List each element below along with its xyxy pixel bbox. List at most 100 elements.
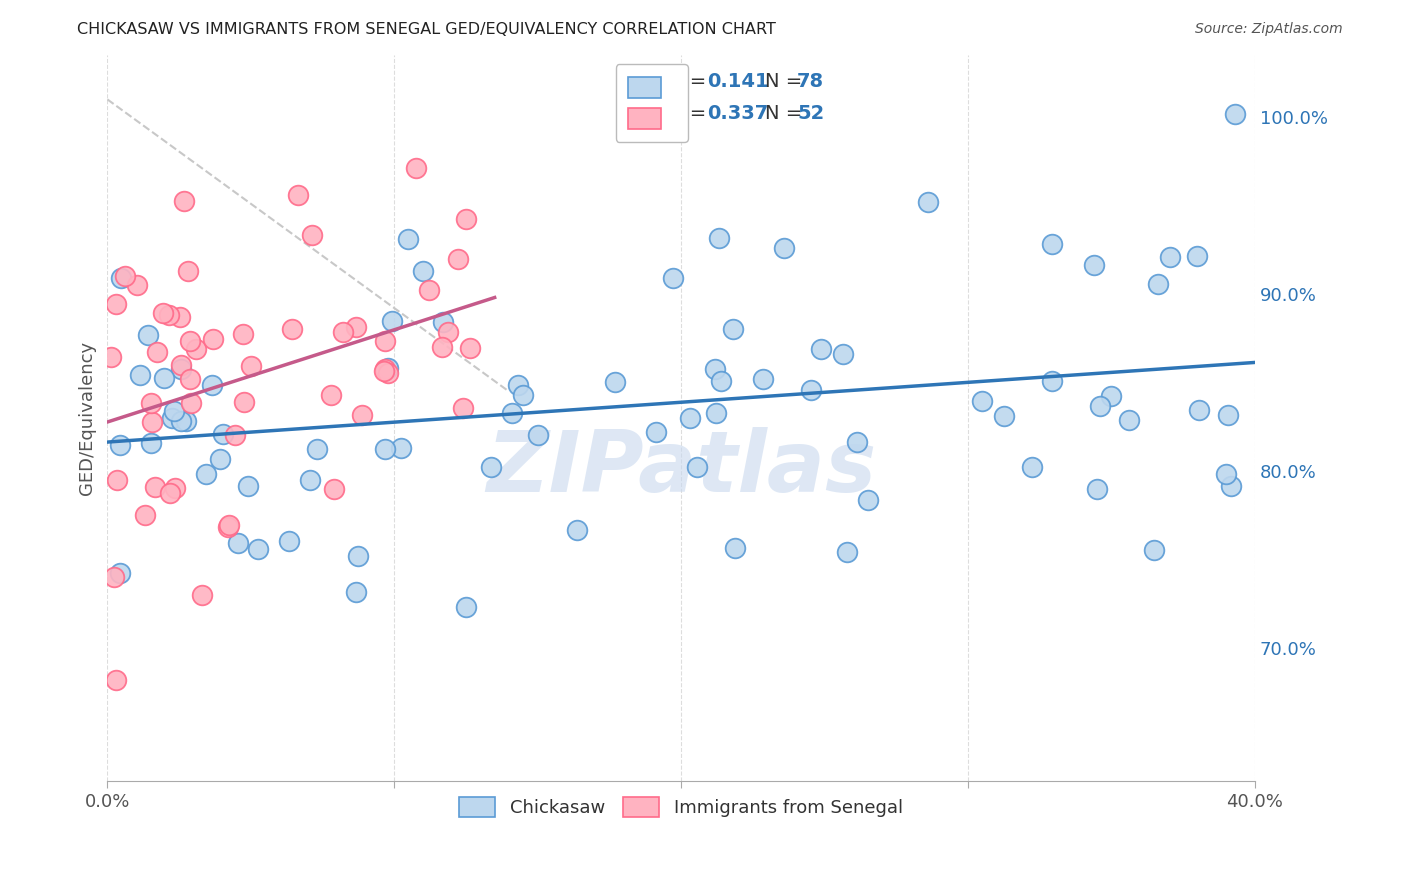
Point [1021, 459, 1043, 474]
Text: 52: 52 [797, 103, 824, 123]
Text: N =: N = [765, 72, 808, 92]
Text: N =: N = [765, 103, 808, 123]
Text: ZIPatlas: ZIPatlas [486, 427, 876, 510]
Point [917, 194, 939, 209]
Point [169, 310, 191, 324]
Point [374, 362, 396, 376]
Point [232, 326, 254, 341]
Point [1083, 258, 1105, 272]
Point [114, 268, 136, 283]
Point [160, 411, 183, 425]
Point [139, 435, 162, 450]
Point [110, 566, 132, 581]
Point [152, 371, 174, 385]
Legend: Chickasaw, Immigrants from Senegal: Chickasaw, Immigrants from Senegal [450, 788, 912, 826]
Point [332, 326, 354, 340]
Point [432, 315, 454, 329]
Point [104, 673, 127, 687]
Point [100, 350, 122, 364]
Point [1146, 277, 1168, 291]
Point [1040, 237, 1063, 252]
Point [346, 549, 368, 563]
Point [179, 334, 201, 348]
Point [218, 517, 240, 532]
Point [226, 536, 249, 550]
Point [163, 403, 186, 417]
Point [479, 459, 502, 474]
Point [110, 271, 132, 285]
Point [451, 401, 474, 416]
Point [217, 520, 239, 534]
Point [201, 377, 224, 392]
Text: Source: ZipAtlas.com: Source: ZipAtlas.com [1195, 22, 1343, 37]
Y-axis label: GED/Equivalency: GED/Equivalency [79, 341, 96, 495]
Point [298, 473, 321, 487]
Point [858, 492, 880, 507]
Point [381, 314, 404, 328]
Point [412, 264, 434, 278]
Point [1223, 106, 1246, 120]
Point [184, 342, 207, 356]
Point [800, 383, 823, 397]
Point [104, 297, 127, 311]
Point [103, 570, 125, 584]
Point [605, 376, 627, 390]
Point [177, 264, 200, 278]
Point [832, 347, 855, 361]
Point [136, 327, 159, 342]
Point [141, 396, 163, 410]
Text: 78: 78 [797, 72, 824, 92]
Point [773, 241, 796, 255]
Point [437, 325, 460, 339]
Point [751, 371, 773, 385]
Point [301, 228, 323, 243]
Point [127, 277, 149, 292]
Point [512, 388, 534, 402]
Point [305, 442, 328, 457]
Point [374, 442, 396, 457]
Point [377, 360, 399, 375]
Point [105, 473, 128, 487]
Point [134, 508, 156, 522]
Point [396, 232, 419, 246]
Point [1090, 400, 1112, 414]
Text: CHICKASAW VS IMMIGRANTS FROM SENEGAL GED/EQUIVALENCY CORRELATION CHART: CHICKASAW VS IMMIGRANTS FROM SENEGAL GED… [77, 22, 776, 37]
Point [454, 599, 477, 614]
Point [810, 343, 832, 357]
Point [678, 411, 700, 425]
Point [170, 358, 193, 372]
Point [1085, 483, 1108, 497]
Point [837, 545, 859, 559]
Text: R =: R = [669, 72, 713, 92]
Point [321, 388, 343, 402]
Point [1218, 409, 1240, 423]
Point [458, 341, 481, 355]
Point [645, 425, 668, 440]
Point [1159, 250, 1181, 264]
Point [527, 427, 550, 442]
Point [845, 434, 868, 449]
Point [506, 378, 529, 392]
Point [686, 460, 709, 475]
Point [374, 334, 396, 349]
Point [389, 441, 412, 455]
Text: R =: R = [669, 103, 713, 123]
Point [129, 368, 152, 382]
Point [174, 413, 197, 427]
Point [208, 452, 231, 467]
Point [240, 359, 263, 374]
Point [278, 534, 301, 549]
Text: 0.141: 0.141 [707, 72, 769, 92]
Point [418, 283, 440, 297]
Point [108, 438, 131, 452]
Point [724, 541, 747, 555]
Point [322, 482, 344, 496]
Point [202, 332, 225, 346]
Point [456, 211, 478, 226]
Point [567, 523, 589, 537]
Point [993, 409, 1015, 423]
Point [704, 362, 727, 376]
Point [430, 340, 453, 354]
Point [173, 194, 195, 208]
Point [1187, 249, 1209, 263]
